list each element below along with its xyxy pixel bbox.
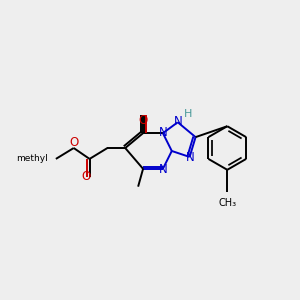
Text: H: H [184,109,192,119]
Text: methyl: methyl [16,154,48,164]
Text: CH₃: CH₃ [218,198,236,208]
Text: N: N [158,126,167,139]
Text: O: O [69,136,78,148]
Text: O: O [138,114,148,127]
Text: O: O [81,170,90,183]
Text: N: N [158,163,167,176]
Text: N: N [186,152,195,164]
Text: N: N [174,115,183,128]
